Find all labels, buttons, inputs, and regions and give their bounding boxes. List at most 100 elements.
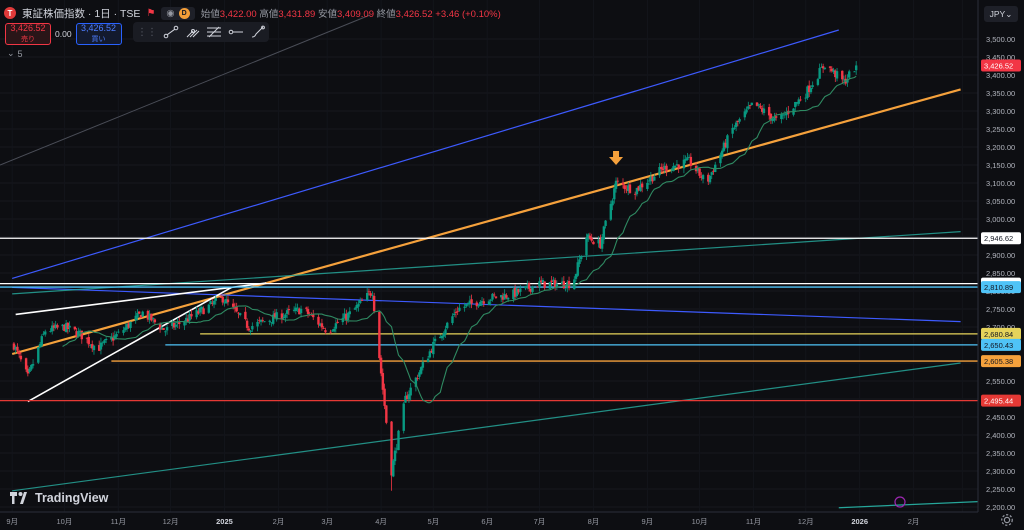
candle-body[interactable] [24,358,28,370]
candle-body[interactable] [200,307,204,310]
candle-body[interactable] [578,259,581,264]
candle-body[interactable] [63,324,66,331]
candle-body[interactable] [720,150,724,157]
price-axis[interactable]: 3,500.00 3,450.00 3,400.00 3,350.00 3,300.00… [977,0,1024,530]
candle-body[interactable] [499,294,503,298]
price-level-tag[interactable] [981,281,1021,294]
candle-body[interactable] [677,164,680,169]
candle-body[interactable] [821,66,825,69]
candle-body[interactable] [270,322,273,324]
candle-body[interactable] [259,319,263,322]
candle-body[interactable] [14,346,17,350]
candle-body[interactable] [64,323,68,332]
candle-body[interactable] [122,330,125,333]
candle-body[interactable] [604,220,607,226]
candle-body[interactable] [418,372,421,377]
candle-body[interactable] [540,280,543,283]
candle-body[interactable] [359,300,362,304]
candle-body[interactable] [336,321,339,323]
candle-body[interactable] [493,294,496,296]
candle-body[interactable] [670,169,673,171]
candle-body[interactable] [440,335,444,339]
candle-body[interactable] [505,295,508,298]
candle-body[interactable] [214,298,217,301]
candle-body[interactable] [419,367,423,374]
candle-body[interactable] [97,345,101,351]
candle-body[interactable] [684,159,687,161]
candle-body[interactable] [383,388,386,406]
candle-body[interactable] [501,296,505,300]
candle-body[interactable] [282,317,285,319]
trend-line[interactable] [0,14,371,166]
candle-body[interactable] [701,175,705,180]
candle-body[interactable] [712,170,715,172]
trend-line[interactable] [11,88,961,356]
candle-body[interactable] [524,285,527,289]
candle-body[interactable] [454,311,458,313]
candle-body[interactable] [332,328,336,332]
candle-body[interactable] [151,318,155,319]
candle-body[interactable] [37,347,40,363]
candle-body[interactable] [602,226,606,240]
candle-body[interactable] [466,302,470,304]
candle-body[interactable] [757,104,760,106]
candle-body[interactable] [99,342,103,350]
candle-body[interactable] [49,331,52,332]
candle-body[interactable] [710,172,713,175]
candle-body[interactable] [233,307,237,309]
candle-body[interactable] [353,308,357,310]
candle-body[interactable] [830,68,834,72]
candle-body[interactable] [150,313,153,321]
candle-body[interactable] [719,154,722,164]
candle-body[interactable] [343,313,346,319]
candle-body[interactable] [68,325,71,328]
candle-body[interactable] [111,337,115,341]
candle-body[interactable] [78,330,82,333]
chart-chip[interactable]: ◉ D [161,6,195,20]
candle-body[interactable] [195,310,198,318]
candle-body[interactable] [66,322,70,330]
candle-body[interactable] [823,67,827,69]
candle-body[interactable] [538,281,541,288]
candle-body[interactable] [197,311,200,314]
candle-body[interactable] [212,300,216,305]
candle-body[interactable] [611,200,614,206]
candle-body[interactable] [748,105,752,106]
candle-body[interactable] [256,321,259,327]
candle-body[interactable] [306,309,310,315]
candle-body[interactable] [736,120,740,123]
candle-body[interactable] [585,237,588,256]
candle-body[interactable] [190,314,193,317]
candle-body[interactable] [452,313,456,315]
candle-body[interactable] [512,289,515,300]
candle-body[interactable] [331,330,334,332]
symbol-title[interactable]: 東証株価指数 · 1日 · TSE [22,7,141,20]
candle-body[interactable] [543,281,546,288]
candle-body[interactable] [372,295,376,312]
candle-body[interactable] [491,293,494,300]
candle-body[interactable] [52,325,56,328]
candle-body[interactable] [529,288,532,292]
candle-body[interactable] [139,314,143,319]
candle-body[interactable] [127,323,130,328]
candle-body[interactable] [637,186,640,191]
candle-body[interactable] [489,299,492,301]
candle-body[interactable] [842,79,846,81]
candle-body[interactable] [80,330,83,340]
candle-body[interactable] [707,174,710,182]
candle-body[interactable] [686,157,689,160]
candle-body[interactable] [854,65,858,71]
candle-body[interactable] [625,189,628,191]
candle-body[interactable] [682,159,686,169]
candle-body[interactable] [261,319,264,321]
candle-body[interactable] [658,166,661,176]
candle-body[interactable] [92,345,96,351]
candle-body[interactable] [235,307,238,312]
candle-body[interactable] [125,324,129,330]
candle-body[interactable] [633,193,637,195]
candle-body[interactable] [12,343,16,350]
candle-body[interactable] [221,296,224,303]
candles[interactable] [12,61,858,491]
candle-body[interactable] [17,351,21,355]
candle-body[interactable] [553,280,557,288]
